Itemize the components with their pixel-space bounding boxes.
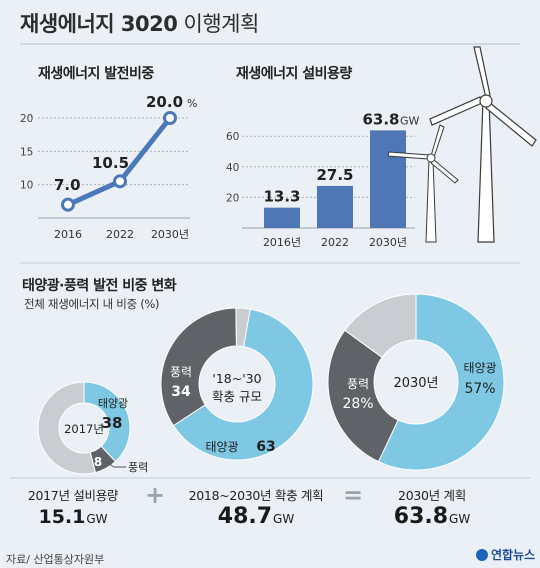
bar-chart-bar	[264, 207, 300, 228]
summary-value-expansion: 48.7GW	[176, 504, 336, 529]
bar-chart-bar	[317, 185, 353, 228]
donut-mid-center-line1: '18~'30	[212, 371, 261, 386]
summary-unit-2030: GW	[449, 512, 471, 526]
donut-2030-wind-label: 풍력	[347, 377, 369, 391]
wind-turbine-large	[429, 46, 537, 243]
line-chart-data-label: 7.0	[54, 176, 81, 194]
summary-value-2017: 15.1GW	[18, 506, 128, 528]
bar-chart-ytick: 20	[226, 192, 239, 204]
donut-2017-solar-value: 38	[102, 414, 123, 432]
logo-mark-icon	[476, 549, 488, 561]
bar-chart-unit: GW	[400, 114, 420, 127]
source-note: 자료/ 산업통상자원부	[6, 553, 105, 566]
donut-section-subtitle: 태양광·풍력 발전 비중 변화	[22, 278, 177, 294]
donut-2030-center-label: 2030년	[393, 376, 438, 391]
summary-label-2017: 2017년 설비용량	[27, 488, 119, 503]
bar-chart-ytick: 40	[226, 162, 239, 174]
donut-2017-other-slice	[37, 381, 97, 475]
line-chart-point	[163, 111, 177, 125]
donut-2017-wind-value: 8	[94, 455, 102, 469]
page-title: 재생에너지 3020 이행계획	[20, 8, 259, 38]
summary-num-2030: 63.8	[393, 504, 449, 529]
donut-mid-wind-label: 풍력	[170, 365, 192, 379]
donut-2030-other-slice	[344, 293, 417, 359]
summary-num-2017: 15.1	[38, 506, 86, 528]
line-chart-xtick: 2016	[54, 228, 82, 241]
donut-2030-solar-slice	[377, 293, 505, 471]
bar-chart-xtick: 2030년	[369, 236, 407, 249]
summary-label-2030: 2030년 계획	[398, 488, 466, 503]
donut-mid-other-slice	[235, 307, 251, 348]
donut-mid-solar-value: 63	[256, 439, 275, 455]
donut-mid-wind-value: 34	[171, 384, 191, 400]
bar-chart-data-label: 27.5	[316, 166, 353, 184]
title-bold: 재생에너지 3020	[20, 12, 178, 36]
line-chart-data-label: 10.5	[92, 154, 129, 172]
line-chart-xtick: 2030년	[151, 228, 189, 241]
donut-2017-wind-label: 풍력	[128, 461, 148, 474]
donut-mid-solar-slice	[172, 308, 314, 461]
summary-unit-2017: GW	[86, 512, 108, 526]
donut-2017-wind-leader	[105, 461, 126, 468]
line-chart-subtitle: 재생에너지 발전비중	[38, 66, 154, 82]
donut-2030-solar-label: 태양광	[463, 361, 496, 375]
donut-2030-wind-slice	[327, 329, 399, 463]
logo-text: 연합뉴스	[491, 548, 536, 562]
title-rest: 이행계획	[183, 12, 260, 36]
line-chart-ytick: 15	[20, 146, 33, 158]
line-chart-point	[61, 197, 75, 212]
donut-mid-center-line2: 확충 규모	[212, 389, 262, 404]
line-chart-ytick: 20	[20, 113, 33, 125]
line-chart-data-label: 20.0	[146, 93, 183, 111]
bar-chart-xtick: 2016년	[263, 236, 301, 249]
summary-value-2030: 63.8GW	[372, 504, 492, 529]
donut-2017-solar-label: 태양광	[98, 397, 128, 410]
bar-chart-bar	[370, 130, 406, 228]
donut-2017-solar-slice	[83, 381, 131, 463]
plus-sign: +	[145, 481, 166, 509]
bar-chart-xtick: 2022	[321, 236, 349, 249]
donut-mid-wind-slice	[160, 307, 237, 427]
line-chart-xtick: 2022	[106, 228, 134, 241]
donut-2030-wind-value: 28%	[342, 396, 373, 412]
donut-section-note: 전체 재생에너지 내 비중 (%)	[24, 297, 160, 311]
wind-turbine-small	[387, 124, 459, 243]
yonhap-logo: 연합뉴스	[476, 546, 535, 563]
donut-2017-center-label: 2017년	[64, 422, 104, 436]
summary-unit-expansion: GW	[273, 512, 295, 526]
bar-chart-data-label: 63.8	[362, 110, 399, 128]
donut-2030-solar-value: 57%	[464, 381, 495, 397]
line-chart-point	[113, 174, 127, 189]
line-chart-ytick: 10	[20, 180, 33, 192]
bar-chart-ytick: 60	[226, 131, 239, 143]
line-chart-unit: %	[187, 97, 197, 110]
bar-chart-data-label: 13.3	[263, 188, 300, 206]
summary-num-expansion: 48.7	[217, 504, 273, 529]
bar-chart-subtitle: 재생에너지 설비용량	[236, 66, 352, 82]
equals-sign: =	[343, 481, 364, 509]
donut-mid-solar-label: 태양광	[205, 440, 238, 454]
summary-label-expansion: 2018~2030년 확충 계획	[188, 488, 324, 503]
